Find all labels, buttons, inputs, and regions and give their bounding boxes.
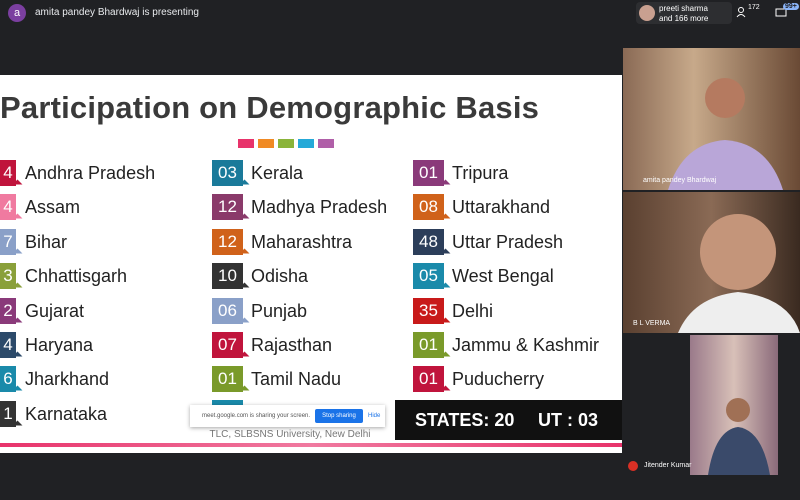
- state-name: Kerala: [251, 163, 304, 183]
- state-name: Assam: [25, 197, 81, 218]
- count-badge: 08: [413, 194, 444, 221]
- count-badge: 01: [413, 366, 444, 393]
- share-notice: meet.google.com is sharing your screen. …: [190, 405, 385, 427]
- count-badge: 2: [0, 297, 16, 324]
- state-name: Karnataka: [25, 403, 108, 424]
- state-name: Maharashtra: [251, 231, 353, 252]
- tile-name: B L VERMA: [633, 320, 671, 327]
- accent-square: [318, 139, 334, 148]
- state-name: Odisha: [251, 266, 309, 287]
- slide-footer: TLC, SLBSNS University, New Delhi: [209, 429, 371, 440]
- state-name: Uttar Pradesh: [452, 231, 564, 252]
- slide-rule: [0, 443, 622, 447]
- video-tile: [690, 335, 778, 475]
- slide-title: Participation on Demographic Basis: [0, 90, 540, 125]
- state-name: Punjab: [251, 300, 308, 321]
- count-badge: 01: [413, 332, 444, 358]
- count-badge: 05: [413, 263, 444, 290]
- stop-sharing-button[interactable]: Stop sharing: [315, 409, 363, 423]
- state-name: Jammu & Kashmir: [452, 335, 600, 355]
- state-name: Andhra Pradesh: [25, 163, 156, 183]
- video-tile: amita pandey Bhardwaj: [623, 48, 800, 190]
- presenting-label: amita pandey Bhardwaj is presenting: [35, 7, 199, 18]
- tile-name: amita pandey Bhardwaj: [643, 177, 717, 184]
- state-name: Chhattisgarh: [25, 266, 128, 287]
- count-badge: 1: [0, 400, 16, 427]
- count-badge: 01: [212, 366, 243, 393]
- slide: [0, 75, 622, 453]
- participant-avatar: [639, 5, 655, 21]
- count-badge: 6: [0, 366, 16, 393]
- state-name: Haryana: [25, 335, 94, 355]
- chat-badge: 99+: [783, 3, 799, 10]
- participants-chip[interactable]: preeti sharma and 166 more: [636, 2, 732, 24]
- count-badge: 4: [0, 194, 16, 221]
- state-name: Bihar: [25, 231, 68, 252]
- count-badge: 7: [0, 228, 16, 255]
- video-tile: B L VERMA: [623, 192, 800, 333]
- participants-line: preeti sharma: [659, 4, 708, 13]
- state-name: West Bengal: [452, 266, 554, 287]
- video-person: [668, 78, 783, 190]
- state-name: Tamil Nadu: [251, 369, 342, 390]
- people-count: 172: [748, 4, 760, 11]
- states-count: STATES: 20: [415, 410, 515, 430]
- count-badge: 3: [0, 263, 16, 290]
- state-name: Tripura: [452, 163, 509, 183]
- state-name: Rajasthan: [251, 335, 333, 355]
- count-badge: 4: [0, 160, 16, 186]
- tile-name: Jitender Kumar: [644, 462, 692, 469]
- chat-icon[interactable]: [775, 8, 787, 19]
- state-name: Puducherry: [452, 369, 545, 390]
- count-badge: 12: [212, 194, 243, 221]
- count-badge: 4: [0, 332, 16, 358]
- count-badge: 03: [212, 160, 243, 186]
- people-icon[interactable]: [736, 6, 750, 18]
- hide-button[interactable]: Hide: [368, 413, 381, 419]
- count-badge: 12: [212, 228, 243, 255]
- count-badge: 10: [212, 263, 243, 290]
- video-person: [708, 398, 770, 475]
- state-name: Uttarakhand: [452, 197, 551, 218]
- state-name: Jharkhand: [25, 369, 110, 390]
- ut-count: UT : 03: [538, 410, 599, 430]
- state-name: Gujarat: [25, 300, 85, 321]
- accent-square: [278, 139, 294, 148]
- summary-box: STATES: 20 UT : 03: [395, 400, 622, 440]
- count-badge: 06: [212, 297, 243, 324]
- accent-square: [258, 139, 274, 148]
- mic-muted-icon: [628, 461, 638, 471]
- share-text: meet.google.com is sharing your screen.: [202, 413, 311, 419]
- state-name: Delhi: [452, 300, 494, 321]
- participants-line: and 166 more: [659, 14, 709, 23]
- count-badge: 01: [413, 160, 444, 186]
- count-badge: 35: [413, 297, 444, 324]
- presenter-avatar: a: [8, 4, 26, 22]
- state-name: Madhya Pradesh: [251, 197, 388, 218]
- accent-square: [238, 139, 254, 148]
- count-badge: 48: [413, 228, 444, 255]
- accent-square: [298, 139, 314, 148]
- count-badge: 07: [212, 332, 243, 358]
- video-person: [678, 214, 800, 333]
